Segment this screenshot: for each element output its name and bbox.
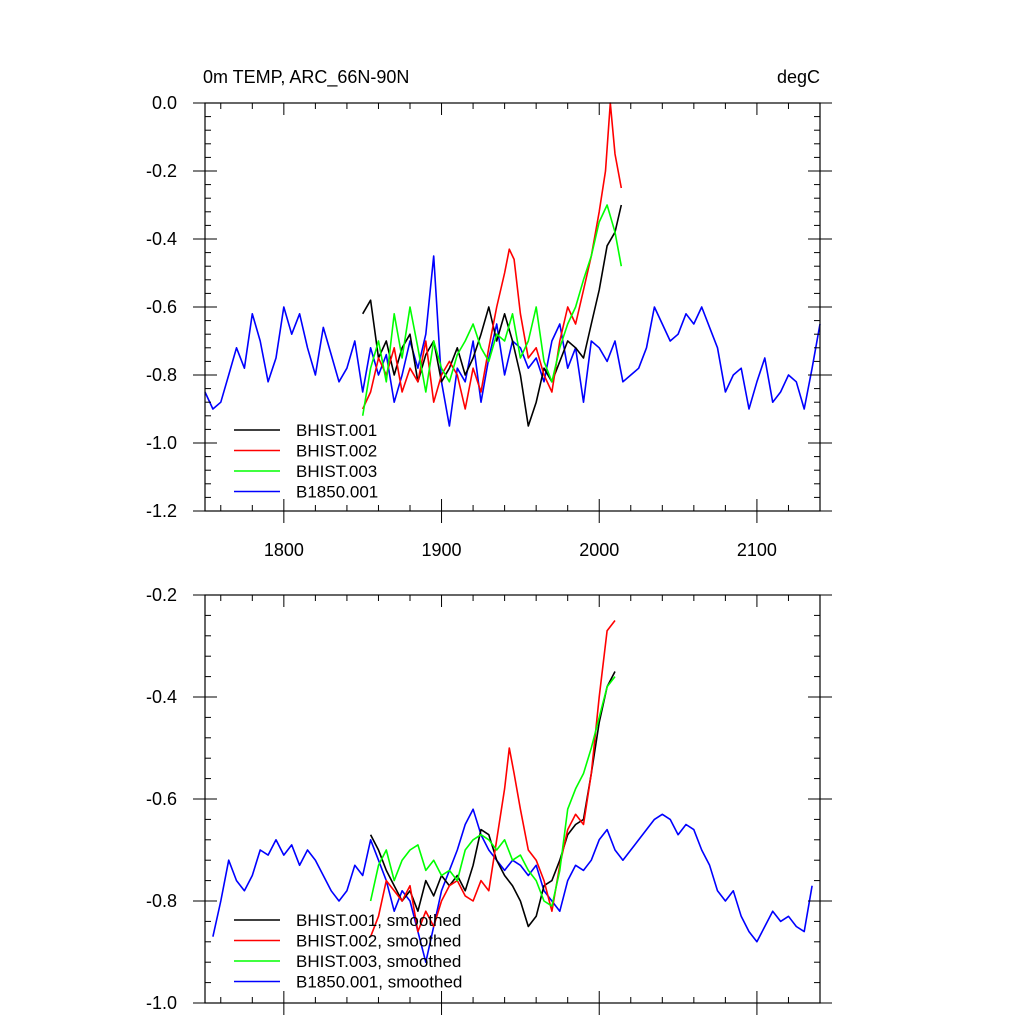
- x-tick-label: 1900: [422, 540, 462, 560]
- y-tick-label: -0.6: [146, 789, 177, 809]
- y-tick-label: -0.4: [146, 687, 177, 707]
- top-panel: 0m TEMP, ARC_66N-90N degC -1.2 -1.0 -0.8 -0…: [146, 67, 832, 560]
- y-tick-label: -1.0: [146, 433, 177, 453]
- legend-label: BHIST.001: [296, 421, 377, 440]
- y-tick-label: -0.4: [146, 229, 177, 249]
- series-line-bhist-002-smoothed: [369, 620, 616, 937]
- y-tick-label: -0.8: [146, 891, 177, 911]
- series-line-bhist-003-smoothed: [369, 676, 616, 907]
- legend-label: BHIST.001, smoothed: [296, 911, 461, 930]
- bottom-panel-legend: BHIST.001, smoothed BHIST.002, smoothedBH…: [234, 911, 462, 992]
- top-panel-title: 0m TEMP, ARC_66N-90N: [203, 67, 409, 88]
- y-tick-label: -1.2: [146, 501, 177, 521]
- legend-label: BHIST.002: [296, 442, 377, 461]
- series-line-bhist-001-smoothed: [369, 671, 616, 928]
- x-tick-label: 2100: [737, 540, 777, 560]
- x-tick-label: 1800: [264, 540, 304, 560]
- y-tick-label: -1.0: [146, 993, 177, 1013]
- legend-label: BHIST.002, smoothed: [296, 932, 461, 951]
- y-tick-label: -0.2: [146, 585, 177, 605]
- legend-label: B1850.001: [296, 483, 378, 502]
- series-line-bhist-003: [361, 204, 623, 416]
- y-tick-label: -0.2: [146, 161, 177, 181]
- y-tick-label: -0.8: [146, 365, 177, 385]
- bottom-panel: -1.0 -0.8 -0.6 -0.4 -0.2 BHIST.001, smoothed…: [146, 585, 832, 1015]
- top-panel-units: degC: [777, 67, 820, 87]
- x-tick-label: 2000: [579, 540, 619, 560]
- y-tick-label: 0.0: [152, 93, 177, 113]
- legend-label: B1850.001, smoothed: [296, 973, 462, 992]
- legend-label: BHIST.003: [296, 462, 377, 481]
- legend-label: BHIST.003, smoothed: [296, 952, 461, 971]
- y-tick-label: -0.6: [146, 297, 177, 317]
- series-line-bhist-002: [361, 102, 623, 410]
